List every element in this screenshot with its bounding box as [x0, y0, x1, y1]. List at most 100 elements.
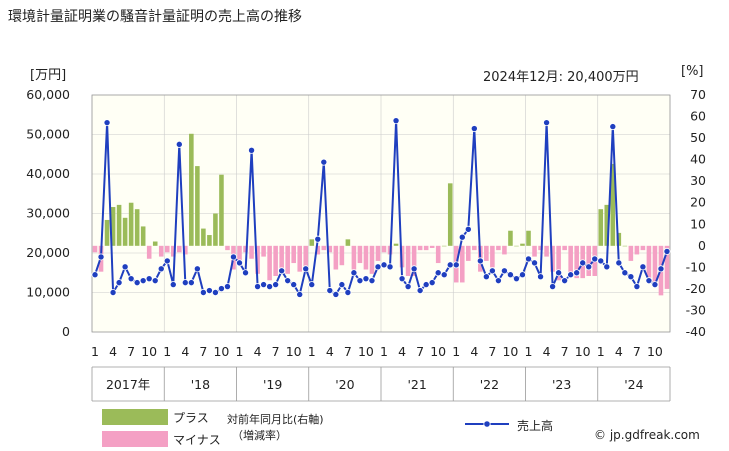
- yoy-bar: [375, 245, 381, 261]
- sales-point: [488, 267, 496, 275]
- yoy-bar: [562, 245, 567, 251]
- month-tick-label: 7: [127, 344, 135, 359]
- yoy-bar: [550, 245, 555, 272]
- legend-yoy-label: 対前年同月比(右軸): [227, 413, 324, 426]
- sales-point: [645, 277, 653, 285]
- yoy-bar: [514, 245, 519, 247]
- yoy-bar: [381, 245, 387, 253]
- yoy-bar: [339, 245, 345, 266]
- month-tick-label: 1: [452, 344, 460, 359]
- right-tick-label: 40: [690, 152, 706, 167]
- right-tick-label: -20: [686, 281, 706, 296]
- month-tick-label: 4: [254, 344, 262, 359]
- sales-point: [121, 263, 129, 271]
- sales-point: [380, 261, 388, 269]
- month-tick-label: 4: [326, 344, 334, 359]
- yoy-bar: [225, 245, 230, 251]
- yoy-bar: [158, 245, 164, 257]
- sales-point: [476, 257, 484, 265]
- sales-point: [633, 283, 641, 291]
- sales-point: [482, 273, 490, 281]
- month-tick-label: 4: [470, 344, 478, 359]
- yoy-bar: [490, 245, 495, 268]
- yoy-bar: [321, 245, 327, 251]
- yoy-bar: [640, 245, 646, 251]
- yoy-bar: [207, 235, 212, 246]
- plot-frame: [91, 94, 671, 333]
- yoy-bar: [598, 209, 604, 246]
- yoy-bar: [267, 245, 272, 281]
- sales-point: [109, 288, 117, 296]
- left-tick-label: 20,000: [26, 245, 70, 260]
- yoy-bar: [303, 245, 309, 272]
- sales-point: [651, 281, 659, 289]
- yoy-bar: [189, 133, 194, 246]
- yoy-bar: [243, 245, 248, 253]
- sales-point: [133, 279, 141, 287]
- yoy-bar: [459, 245, 465, 283]
- yoy-bar: [610, 163, 616, 246]
- sales-point: [248, 146, 256, 154]
- left-tick-label: 60,000: [26, 87, 70, 102]
- yoy-bar: [201, 228, 206, 246]
- yoy-bar: [526, 230, 531, 246]
- sales-point: [615, 259, 623, 267]
- sales-point: [205, 287, 213, 295]
- month-tick-label: 10: [647, 344, 663, 359]
- yoy-bar: [423, 245, 429, 251]
- sales-point: [326, 287, 334, 295]
- yoy-bar: [273, 245, 278, 276]
- sales-point: [344, 288, 352, 296]
- sales-point: [663, 247, 671, 255]
- yoy-bar: [213, 213, 218, 246]
- year-label: '24: [624, 377, 643, 392]
- legend-plus-swatch: [102, 409, 168, 425]
- sales-point: [555, 269, 563, 277]
- right-tick-label: 50: [690, 130, 706, 145]
- yoy-bar: [255, 245, 260, 274]
- sales-point: [272, 281, 280, 289]
- yoy-bar: [297, 245, 303, 272]
- yoy-bar: [502, 245, 507, 255]
- sales-point: [410, 265, 418, 273]
- sales-point: [627, 273, 635, 281]
- sales-point: [512, 275, 520, 283]
- yoy-bar: [177, 245, 182, 253]
- yoy-bar: [140, 226, 146, 246]
- yoy-bar: [309, 239, 315, 246]
- legend-minus-label: マイナス: [173, 433, 221, 447]
- right-tick-label: 20: [690, 195, 706, 210]
- sales-point: [434, 269, 442, 277]
- sales-point: [163, 257, 171, 265]
- month-tick-label: 4: [543, 344, 551, 359]
- sales-point: [278, 267, 286, 275]
- yoy-bar: [183, 245, 188, 255]
- year-label: '19: [263, 377, 282, 392]
- yoy-bar: [405, 245, 411, 276]
- yoy-bar: [484, 245, 489, 261]
- yoy-bar: [104, 219, 110, 246]
- yoy-bar: [116, 204, 122, 246]
- left-tick-label: 40,000: [26, 166, 70, 181]
- sales-point: [567, 271, 575, 279]
- yoy-bar: [429, 245, 435, 248]
- sales-point: [284, 277, 292, 285]
- chart-title: 環境計量証明業の騒音計量証明の売上高の推移: [8, 9, 302, 25]
- month-tick-label: 10: [575, 344, 591, 359]
- yoy-bar: [237, 245, 242, 264]
- sales-point: [254, 283, 262, 291]
- yoy-bar: [170, 245, 176, 257]
- sales-point: [404, 283, 412, 291]
- month-tick-label: 1: [91, 344, 99, 359]
- year-label: 2017年: [106, 377, 150, 392]
- sales-point: [609, 123, 617, 131]
- sales-point: [97, 253, 105, 261]
- sales-point: [639, 263, 647, 271]
- yoy-bar: [628, 245, 634, 261]
- yoy-bar: [110, 207, 116, 246]
- yoy-bar: [417, 245, 423, 251]
- legend-sales-label: 売上高: [517, 419, 554, 433]
- sales-point: [320, 158, 328, 166]
- month-tick-label: 7: [416, 344, 424, 359]
